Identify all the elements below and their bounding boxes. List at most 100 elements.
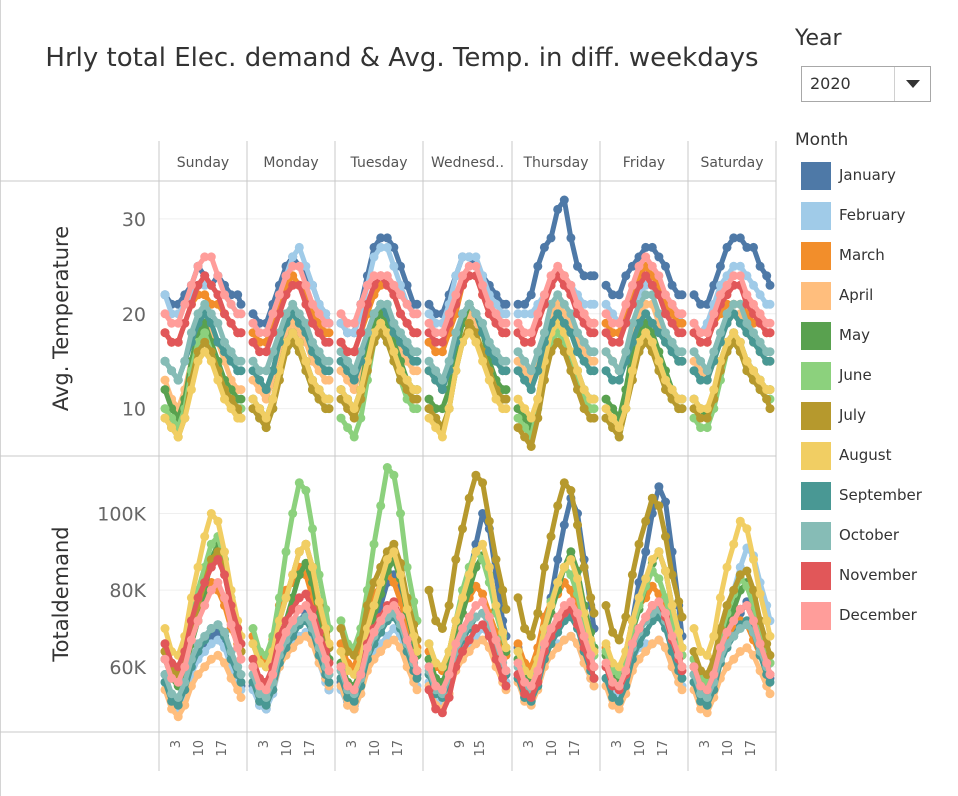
- legend-header: Month: [795, 130, 849, 150]
- x-tick-label: 3: [169, 740, 184, 748]
- data-point: [437, 385, 447, 395]
- data-point: [546, 624, 556, 633]
- data-point: [308, 524, 317, 534]
- data-point: [308, 562, 317, 572]
- data-point: [520, 624, 530, 633]
- data-point: [501, 309, 511, 319]
- data-point: [200, 532, 210, 541]
- data-point: [274, 328, 284, 338]
- series-august-thursday: [513, 318, 599, 423]
- data-point: [213, 337, 223, 347]
- data-point: [696, 696, 706, 706]
- data-point: [402, 280, 412, 290]
- series-september-monday: [248, 309, 334, 395]
- data-point: [661, 261, 670, 271]
- data-point: [437, 347, 447, 357]
- data-point: [349, 385, 359, 395]
- legend-swatch: [801, 602, 831, 630]
- data-point: [654, 328, 664, 338]
- series-december-tuesday: [336, 601, 422, 695]
- data-point: [729, 271, 739, 281]
- data-point: [601, 404, 611, 414]
- data-point: [608, 356, 618, 366]
- data-point: [546, 233, 556, 243]
- data-point: [484, 631, 494, 641]
- data-point: [702, 404, 712, 414]
- data-point: [589, 413, 599, 423]
- data-point: [458, 271, 467, 281]
- data-point: [526, 413, 536, 423]
- data-point: [559, 562, 569, 572]
- data-point: [248, 318, 258, 328]
- data-point: [520, 404, 530, 414]
- data-point: [614, 337, 624, 347]
- data-point: [409, 631, 419, 641]
- data-point: [376, 233, 386, 243]
- data-point: [627, 299, 637, 309]
- data-point: [667, 318, 677, 328]
- data-point: [661, 643, 670, 653]
- data-point: [553, 501, 563, 511]
- data-point: [396, 509, 405, 518]
- data-point: [478, 539, 488, 549]
- data-point: [248, 394, 258, 404]
- data-point: [559, 347, 569, 357]
- data-point: [677, 685, 687, 695]
- data-point: [389, 539, 399, 549]
- data-point: [614, 662, 624, 672]
- data-point: [559, 299, 569, 309]
- data-point: [501, 666, 511, 676]
- data-point: [389, 547, 399, 557]
- data-point: [498, 673, 508, 683]
- data-point: [641, 290, 651, 300]
- data-point: [160, 328, 170, 338]
- data-point: [677, 347, 687, 357]
- data-point: [539, 328, 549, 338]
- data-point: [755, 589, 765, 599]
- data-point: [539, 242, 549, 252]
- data-point: [661, 497, 670, 507]
- data-point: [765, 631, 775, 641]
- caret-down-icon[interactable]: [906, 80, 920, 88]
- data-point: [261, 413, 271, 423]
- data-point: [213, 635, 223, 645]
- data-point: [437, 662, 447, 672]
- series-august-monday: [248, 328, 334, 423]
- data-point: [200, 647, 210, 656]
- data-point: [431, 704, 441, 714]
- data-point: [451, 555, 461, 564]
- data-point: [412, 309, 422, 319]
- legend-label: September: [839, 486, 922, 504]
- data-point: [206, 252, 216, 262]
- data-point: [765, 404, 775, 414]
- data-point: [167, 673, 177, 683]
- data-point: [647, 639, 657, 649]
- data-point: [614, 423, 624, 433]
- x-tick-label: 15: [473, 740, 488, 757]
- x-tick-label: 10: [633, 740, 648, 757]
- series-july-monday: [248, 337, 334, 433]
- data-point: [431, 423, 441, 433]
- data-point: [324, 328, 334, 338]
- data-point: [696, 375, 706, 385]
- data-point: [226, 620, 236, 630]
- data-point: [349, 650, 359, 660]
- data-point: [464, 635, 474, 645]
- data-point: [200, 252, 210, 262]
- data-point: [661, 375, 670, 385]
- data-point: [268, 328, 278, 338]
- data-point: [621, 299, 631, 309]
- data-point: [765, 328, 775, 338]
- data-point: [498, 585, 508, 595]
- data-point: [412, 366, 422, 376]
- data-point: [376, 616, 386, 626]
- data-point: [702, 375, 712, 385]
- year-dropdown[interactable]: 2020: [801, 66, 931, 102]
- data-point: [437, 624, 447, 633]
- data-point: [321, 654, 331, 664]
- data-point: [573, 347, 582, 357]
- data-point: [696, 689, 706, 699]
- data-point: [589, 404, 599, 414]
- data-point: [579, 562, 589, 572]
- data-point: [601, 658, 611, 668]
